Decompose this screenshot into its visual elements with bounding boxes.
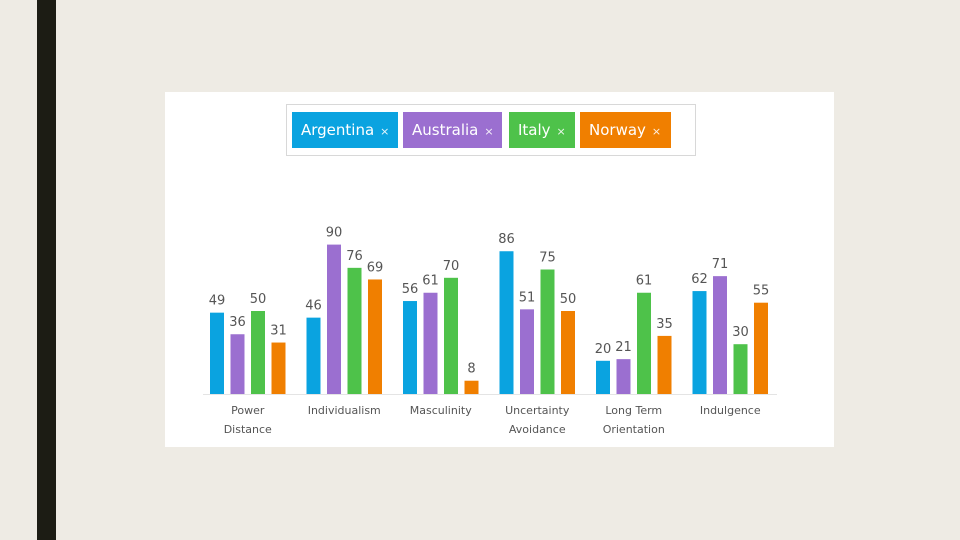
bar-italy-5[interactable]: [733, 344, 748, 394]
data-label: 70: [443, 259, 460, 274]
data-label: 90: [326, 226, 343, 241]
category-label: Individualism: [308, 404, 381, 417]
data-label: 20: [595, 342, 612, 357]
chip-label: Italy: [518, 121, 551, 139]
data-label: 69: [367, 260, 384, 275]
category-label: Indulgence: [700, 404, 761, 417]
category-label: Distance: [224, 423, 272, 436]
data-label: 71: [712, 257, 729, 272]
bar-australia-1[interactable]: [327, 244, 341, 394]
bar-norway-4[interactable]: [657, 335, 672, 394]
data-label: 50: [250, 292, 267, 307]
data-label: 75: [539, 251, 556, 266]
data-label: 31: [270, 324, 287, 339]
category-label: Long Term: [605, 404, 662, 417]
category-label: Masculinity: [410, 404, 472, 417]
bar-australia-4[interactable]: [616, 359, 631, 394]
data-label: 35: [656, 317, 673, 332]
chip-argentina[interactable]: Argentina ×: [292, 112, 398, 148]
bar-italy-1[interactable]: [347, 267, 362, 394]
bar-argentina-1[interactable]: [306, 317, 321, 394]
bar-argentina-5[interactable]: [692, 291, 707, 394]
bar-argentina-3[interactable]: [499, 251, 514, 394]
chip-label: Australia: [412, 121, 479, 139]
data-label: 36: [229, 315, 246, 330]
data-label: 76: [346, 249, 363, 264]
data-label: 21: [615, 340, 632, 355]
category-label: Power: [231, 404, 265, 417]
data-label: 61: [636, 274, 653, 289]
bar-australia-0[interactable]: [230, 334, 245, 394]
remove-icon[interactable]: ×: [380, 125, 390, 138]
category-label: Orientation: [603, 423, 665, 436]
bar-argentina-4[interactable]: [596, 360, 610, 394]
bar-norway-1[interactable]: [368, 279, 382, 394]
data-label: 61: [422, 274, 439, 289]
bar-australia-3[interactable]: [520, 309, 534, 394]
bar-norway-0[interactable]: [271, 342, 286, 394]
remove-icon[interactable]: ×: [556, 125, 566, 138]
bar-italy-3[interactable]: [540, 269, 555, 395]
chip-label: Argentina: [301, 121, 375, 139]
category-label: Uncertainty: [505, 404, 570, 417]
bar-norway-3[interactable]: [561, 311, 575, 394]
data-label: 50: [560, 292, 577, 307]
bar-norway-2[interactable]: [464, 380, 479, 394]
chip-norway[interactable]: Norway ×: [580, 112, 671, 148]
bar-argentina-2[interactable]: [403, 301, 417, 394]
data-label: 51: [519, 290, 536, 305]
bar-australia-2[interactable]: [423, 292, 438, 394]
data-label: 30: [732, 325, 749, 340]
data-label: 86: [498, 232, 515, 247]
bar-italy-4[interactable]: [637, 292, 651, 394]
remove-icon[interactable]: ×: [484, 125, 494, 138]
data-label: 56: [402, 282, 419, 297]
chip-label: Norway: [589, 121, 646, 139]
chip-australia[interactable]: Australia ×: [403, 112, 502, 148]
country-selector: Argentina × Australia × Italy × Norway ×: [286, 104, 696, 156]
data-label: 55: [753, 284, 770, 299]
data-label: 46: [305, 299, 322, 314]
bar-italy-0[interactable]: [251, 311, 265, 394]
bar-australia-5[interactable]: [713, 276, 727, 394]
chip-italy[interactable]: Italy ×: [509, 112, 575, 148]
bar-italy-2[interactable]: [444, 277, 458, 394]
bar-argentina-0[interactable]: [210, 312, 224, 394]
bar-norway-5[interactable]: [754, 302, 768, 394]
data-label: 49: [209, 294, 226, 309]
data-label: 8: [467, 362, 475, 377]
category-label: Avoidance: [509, 423, 566, 436]
remove-icon[interactable]: ×: [651, 125, 662, 138]
chart-panel: Argentina × Australia × Italy × Norway × 49 3…: [165, 92, 834, 447]
data-label: 62: [691, 272, 708, 287]
slide-accent-bar: [37, 0, 56, 540]
